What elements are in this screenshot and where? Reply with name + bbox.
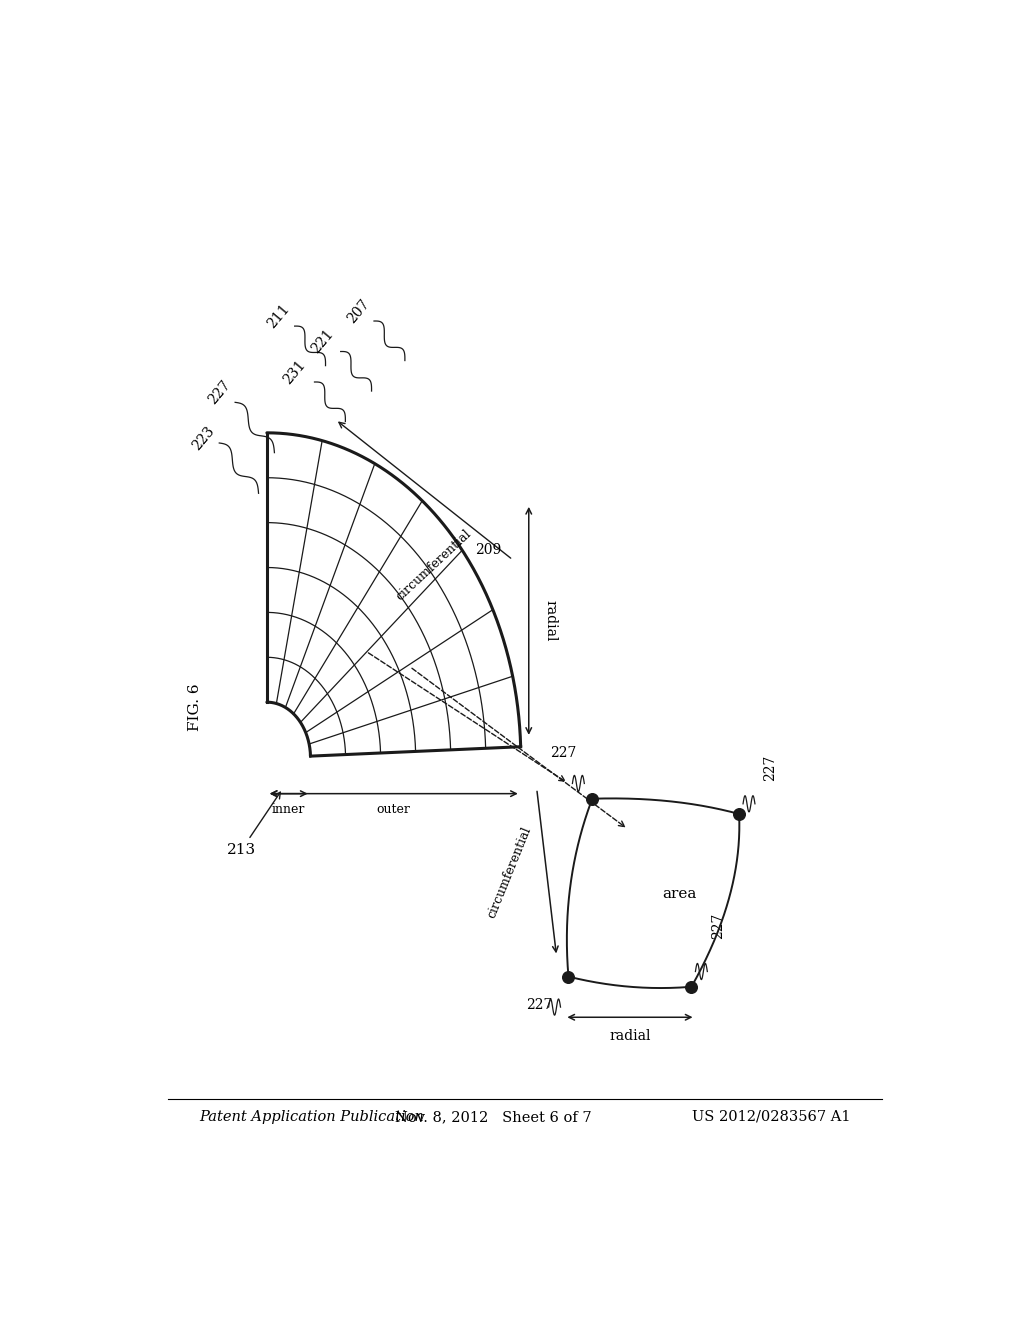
Point bbox=[560, 346, 577, 367]
Text: Patent Application Publication: Patent Application Publication bbox=[200, 1110, 424, 1123]
Text: area: area bbox=[663, 887, 696, 902]
Text: inner: inner bbox=[272, 803, 305, 816]
Point bbox=[683, 335, 699, 356]
Text: 211: 211 bbox=[265, 301, 293, 330]
Text: 227: 227 bbox=[206, 378, 233, 407]
Text: US 2012/0283567 A1: US 2012/0283567 A1 bbox=[691, 1110, 850, 1123]
Point bbox=[731, 508, 748, 529]
Text: 227: 227 bbox=[526, 998, 552, 1012]
Text: 223: 223 bbox=[189, 424, 217, 453]
Text: 227: 227 bbox=[712, 912, 725, 939]
Text: FIG. 6: FIG. 6 bbox=[187, 684, 202, 731]
Text: radial: radial bbox=[609, 1028, 650, 1043]
Text: 213: 213 bbox=[227, 792, 281, 857]
Text: Nov. 8, 2012   Sheet 6 of 7: Nov. 8, 2012 Sheet 6 of 7 bbox=[394, 1110, 592, 1123]
Text: 227: 227 bbox=[550, 746, 577, 760]
Text: circumferential: circumferential bbox=[484, 825, 534, 920]
Text: 221: 221 bbox=[308, 327, 336, 356]
Text: 207: 207 bbox=[344, 296, 372, 326]
Text: outer: outer bbox=[377, 803, 411, 816]
Point bbox=[584, 524, 600, 545]
Text: radial: radial bbox=[543, 601, 557, 642]
Text: 227: 227 bbox=[763, 755, 777, 781]
Text: 231: 231 bbox=[281, 358, 308, 387]
Text: circumferential: circumferential bbox=[393, 527, 474, 603]
Text: 209: 209 bbox=[475, 543, 501, 557]
